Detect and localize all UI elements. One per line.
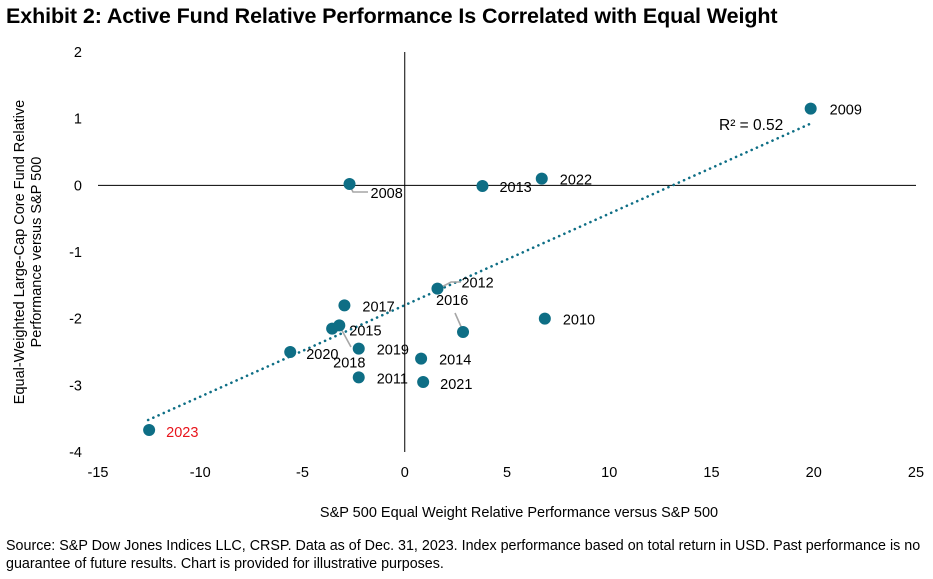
data-label-2019: 2019 bbox=[377, 343, 409, 359]
data-point-2023 bbox=[143, 424, 156, 436]
data-label-2017: 2017 bbox=[362, 299, 394, 315]
y-tick-label: -2 bbox=[69, 312, 82, 328]
data-label-2020: 2020 bbox=[306, 347, 338, 363]
x-tick-label: 25 bbox=[908, 465, 924, 481]
data-point-2008 bbox=[343, 178, 356, 190]
data-point-2014 bbox=[415, 352, 428, 365]
y-tick-label: 0 bbox=[74, 178, 82, 194]
data-label-2015: 2015 bbox=[349, 323, 381, 339]
x-axis-title: S&P 500 Equal Weight Relative Performanc… bbox=[320, 505, 718, 521]
data-label-2021: 2021 bbox=[440, 377, 472, 393]
y-axis-title-line: Performance versus S&P 500 bbox=[29, 157, 45, 348]
data-label-2010: 2010 bbox=[563, 313, 595, 329]
data-point-2016 bbox=[457, 326, 470, 338]
x-tick-label: -5 bbox=[296, 465, 309, 481]
data-label-2012: 2012 bbox=[461, 276, 493, 292]
data-label-2018: 2018 bbox=[333, 356, 365, 372]
data-point-2009 bbox=[804, 102, 817, 115]
data-point-2021 bbox=[417, 376, 430, 388]
x-tick-label: 20 bbox=[806, 465, 822, 481]
data-point-2019 bbox=[352, 342, 365, 355]
data-points bbox=[143, 102, 817, 436]
data-labels: 2008 2009 2010 2011 2012 2013 2014 2015 2016 2017… bbox=[166, 103, 862, 441]
y-tick-label: -1 bbox=[69, 245, 82, 261]
data-label-2013: 2013 bbox=[499, 180, 531, 196]
data-point-2011 bbox=[352, 371, 365, 384]
y-axis-title: Equal-Weighted Large-Cap Core Fund Relat… bbox=[12, 100, 45, 404]
data-label-2009: 2009 bbox=[830, 103, 862, 119]
y-tick-label: -4 bbox=[69, 445, 82, 461]
data-label-2022: 2022 bbox=[560, 173, 592, 189]
x-tick-label: -10 bbox=[190, 465, 211, 481]
r-squared-annotation: R² = 0.52 bbox=[719, 117, 783, 134]
source-note: Source: S&P Dow Jones Indices LLC, CRSP.… bbox=[6, 538, 921, 572]
data-point-2012 bbox=[431, 282, 444, 295]
x-tick-label: 15 bbox=[703, 465, 719, 481]
data-point-2018 bbox=[326, 322, 339, 335]
data-point-2010 bbox=[538, 312, 551, 325]
data-label-2023: 2023 bbox=[166, 425, 198, 441]
y-tick-label: 1 bbox=[74, 112, 82, 128]
data-point-2017 bbox=[338, 299, 351, 312]
x-tick-label: 5 bbox=[503, 465, 511, 481]
data-label-2014: 2014 bbox=[439, 353, 471, 369]
x-tick-label: -15 bbox=[88, 465, 109, 481]
y-tick-label: -3 bbox=[69, 378, 82, 394]
data-point-2022 bbox=[535, 172, 548, 185]
chart-title: Exhibit 2: Active Fund Relative Performa… bbox=[6, 4, 778, 28]
data-point-2013 bbox=[476, 180, 489, 192]
x-tick-label: 0 bbox=[401, 465, 409, 481]
data-label-2016: 2016 bbox=[436, 293, 468, 309]
data-label-2008: 2008 bbox=[371, 186, 403, 202]
data-point-2020 bbox=[284, 346, 297, 358]
y-tick-label: 2 bbox=[74, 45, 82, 61]
trendline-group bbox=[146, 122, 811, 422]
x-tick-label: 10 bbox=[601, 465, 617, 481]
y-axis-title-line: Equal-Weighted Large-Cap Core Fund Relat… bbox=[12, 100, 28, 404]
trendline bbox=[146, 122, 811, 422]
data-label-2011: 2011 bbox=[377, 371, 408, 387]
